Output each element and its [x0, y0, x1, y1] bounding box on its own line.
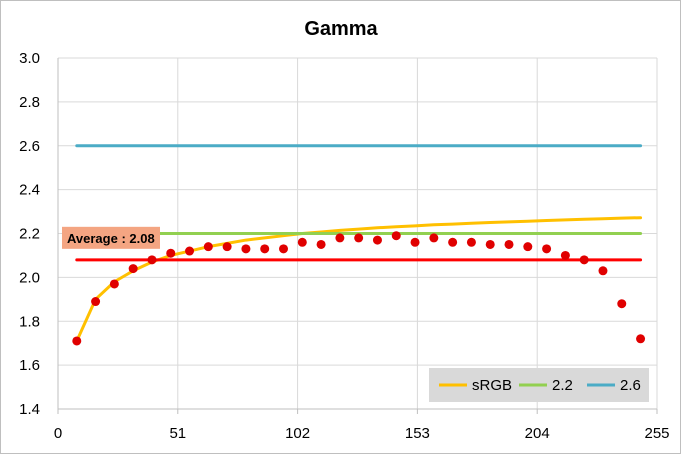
legend-label: 2.6 [620, 377, 641, 394]
measured-gamma-point [166, 248, 176, 258]
y-tick-label: 1.6 [19, 357, 40, 374]
measured-gamma-point [72, 336, 82, 346]
measured-gamma-point [429, 233, 439, 243]
measured-gamma-point [410, 237, 420, 247]
measured-gamma-point [391, 231, 401, 241]
average-annotation-box [62, 226, 160, 249]
series-layer [72, 144, 646, 346]
y-tick-label: 1.8 [19, 313, 40, 330]
measured-gamma-point [241, 244, 251, 254]
measured-gamma-point [523, 242, 533, 252]
average-annotation: Average : 2.08 [62, 226, 160, 249]
measured-gamma-point [354, 233, 364, 243]
y-tick-label: 2.0 [19, 269, 40, 286]
measured-gamma-point [448, 237, 458, 247]
measured-gamma-point [560, 250, 570, 260]
measured-gamma-point [466, 237, 476, 247]
measured-gamma-point [542, 244, 552, 254]
measured-gamma-point [335, 233, 345, 243]
measured-gamma-point [203, 242, 213, 252]
y-tick-label: 2.6 [19, 138, 40, 155]
measured-gamma-point [297, 237, 307, 247]
x-tick-label: 255 [644, 425, 669, 442]
measured-gamma-point [260, 244, 270, 254]
measured-gamma-point [372, 235, 382, 245]
legend-label: 2.2 [552, 377, 573, 394]
x-tick-label: 153 [405, 425, 430, 442]
x-tick-label: 204 [525, 425, 550, 442]
x-tick-label: 51 [169, 425, 186, 442]
measured-gamma-point [222, 242, 232, 252]
legend: sRGB 2.2 2.6 [429, 368, 649, 402]
measured-gamma-point [485, 239, 495, 249]
measured-gamma-point [316, 239, 326, 249]
y-tick-label: 2.4 [19, 182, 40, 199]
y-tick-label: 2.2 [19, 226, 40, 243]
measured-gamma-point [504, 239, 514, 249]
chart-title: Gamma [304, 18, 378, 40]
axes: 0 51 102 153 204 255 1.4 1.6 1.8 2.0 2.2 2.4 2.6 2.8 3… [19, 50, 669, 442]
measured-gamma-point [279, 244, 289, 254]
measured-gamma-point [91, 297, 101, 307]
measured-gamma-point [598, 266, 608, 276]
measured-gamma-point [128, 264, 138, 274]
x-tick-label: 102 [285, 425, 310, 442]
y-tick-label: 1.4 [19, 401, 40, 418]
measured-gamma-point [617, 299, 627, 309]
y-tick-label: 2.8 [19, 94, 40, 111]
measured-gamma-point [636, 334, 646, 344]
measured-gamma-point [109, 279, 119, 289]
measured-gamma-point [579, 255, 589, 265]
legend-label: sRGB [472, 377, 512, 394]
x-tick-label: 0 [54, 425, 62, 442]
average-annotation-label: Average : 2.08 [67, 231, 155, 246]
y-tick-label: 3.0 [19, 50, 40, 67]
measured-gamma-point [147, 255, 157, 265]
measured-gamma-point [185, 246, 195, 256]
